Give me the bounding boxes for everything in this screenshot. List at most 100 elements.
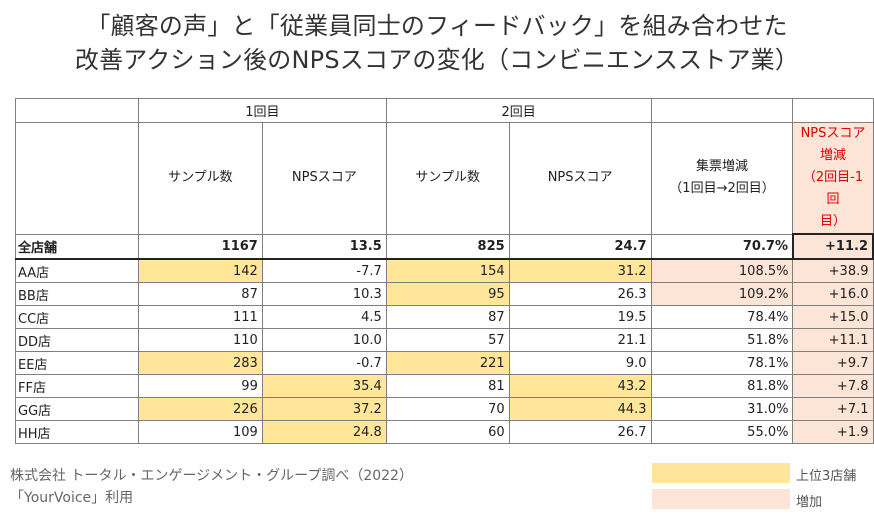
legend-increase-label: 増加: [796, 495, 823, 510]
store-cell: HH店: [15, 420, 139, 444]
sample1-cell: 142: [137, 258, 263, 283]
sample2-cell: 221: [385, 351, 510, 375]
sample1-cell: 111: [137, 305, 263, 329]
sample1-cell: 110: [137, 328, 263, 352]
nps2-cell: 26.7: [508, 420, 652, 444]
growth-cell: 55.0%: [650, 420, 794, 444]
growth-cell: 78.1%: [650, 351, 794, 375]
chart-title-line1: 「顧客の声」と「従業員同士のフィードバック」を組み合わせた: [86, 12, 788, 40]
nps2-cell: 43.2: [508, 374, 652, 398]
growth-group-cell: [650, 98, 794, 123]
total-store-cell: 全店舗: [15, 233, 139, 260]
store-cell: EE店: [15, 351, 139, 375]
npsdiff-cell: +16.0: [792, 282, 874, 306]
npsdiff-cell: +7.8: [792, 374, 874, 398]
nps1-cell: 24.8: [261, 420, 387, 444]
growth-cell: 109.2%: [650, 282, 794, 306]
sample1-header: サンプル数: [137, 122, 263, 235]
sample2-cell: 60: [385, 420, 510, 444]
growth-header-line2: （1回目→2回目）: [669, 181, 775, 197]
npsdiff-header-line2: 増減: [819, 148, 846, 163]
table-row: EE店 283 -0.7 221 9.0 78.1% +9.7: [15, 351, 874, 375]
growth-cell: 51.8%: [650, 328, 794, 352]
store-cell: AA店: [15, 258, 139, 283]
nps1-cell: 10.3: [261, 282, 387, 306]
nps1-header: NPSスコア: [261, 122, 387, 235]
table-row: GG店 226 37.2 70 44.3 31.0% +7.1: [15, 397, 874, 421]
nps2-cell: 26.3: [508, 282, 652, 306]
sample2-cell: 154: [385, 258, 510, 283]
nps1-cell: 35.4: [261, 374, 387, 398]
sample1-cell: 283: [137, 351, 263, 375]
nps1-cell: -7.7: [261, 258, 387, 283]
total-npsdiff-cell: +11.2: [791, 233, 874, 260]
growth-cell: 78.4%: [650, 305, 794, 329]
sample2-cell: 81: [385, 374, 510, 398]
npsdiff-cell: +15.0: [792, 305, 874, 329]
table-row: FF店 99 35.4 81 43.2 81.8% +7.8: [15, 374, 874, 398]
npsdiff-cell: +7.1: [792, 397, 874, 421]
sample2-cell: 87: [385, 305, 510, 329]
sample1-cell: 87: [137, 282, 263, 306]
total-row: 全店舗 1167 13.5 825 24.7 70.7% +11.2: [15, 233, 874, 260]
legend-top3-label: 上位3店舗: [796, 469, 857, 484]
nps1-cell: -0.7: [261, 351, 387, 375]
table-row: HH店 109 24.8 60 26.7 55.0% +1.9: [15, 420, 874, 444]
total-sample1-cell: 1167: [137, 233, 263, 260]
sample2-header: サンプル数: [385, 122, 510, 235]
nps2-cell: 44.3: [508, 397, 652, 421]
store-cell: FF店: [15, 374, 139, 398]
store-rows: AA店 142 -7.7 154 31.2 108.5% +38.9 BB店 87 10.3 95 2…: [15, 258, 874, 444]
nps1-cell: 4.5: [261, 305, 387, 329]
legend-increase-swatch: [652, 489, 790, 509]
round2-header: 2回目: [385, 98, 652, 123]
total-sample2-cell: 825: [385, 233, 510, 260]
table-row: AA店 142 -7.7 154 31.2 108.5% +38.9: [15, 258, 874, 283]
nps2-header: NPSスコア: [508, 122, 652, 235]
nps2-cell: 19.5: [508, 305, 652, 329]
round1-header: 1回目: [137, 98, 387, 123]
sample2-cell: 57: [385, 328, 510, 352]
legend-top3-swatch: [652, 463, 790, 483]
growth-header-line1: 集票増減: [696, 159, 749, 175]
nps2-cell: 9.0: [508, 351, 652, 375]
nps2-cell: 21.1: [508, 328, 652, 352]
chart-title-line2: 改善アクション後のNPSスコアの変化（コンビニエンスストア業）: [74, 46, 800, 74]
growth-cell: 81.8%: [650, 374, 794, 398]
sample2-cell: 70: [385, 397, 510, 421]
growth-cell: 108.5%: [650, 258, 794, 283]
npsdiff-cell: +1.9: [792, 420, 874, 444]
store-cell: GG店: [15, 397, 139, 421]
nps1-cell: 37.2: [261, 397, 387, 421]
npsdiff-cell: +11.1: [792, 328, 874, 352]
group-header-row: 1回目 2回目: [15, 98, 874, 123]
nps2-cell: 31.2: [508, 258, 652, 283]
store-cell: CC店: [15, 305, 139, 329]
sample1-cell: 99: [137, 374, 263, 398]
sample1-cell: 226: [137, 397, 263, 421]
sample2-cell: 95: [385, 282, 510, 306]
corner-cell: [15, 98, 139, 123]
nps1-cell: 10.0: [261, 328, 387, 352]
total-nps1-cell: 13.5: [261, 233, 387, 260]
tool-note: 「YourVoice」利用: [10, 490, 134, 506]
source-note: 株式会社 トータル・エンゲージメント・グループ調べ（2022）: [10, 468, 413, 484]
npsdiff-cell: +38.9: [792, 258, 874, 283]
total-nps2-cell: 24.7: [508, 233, 652, 260]
column-header-row: サンプル数 NPSスコア サンプル数 NPSスコア 集票増減 （1回目→2回目）…: [15, 122, 874, 235]
table-row: CC店 111 4.5 87 19.5 78.4% +15.0: [15, 305, 874, 329]
npsdiff-header-line4: 目）: [819, 214, 846, 229]
store-cell: DD店: [15, 328, 139, 352]
sample1-cell: 109: [137, 420, 263, 444]
npsdiff-group-cell: [792, 98, 874, 123]
table-row: BB店 87 10.3 95 26.3 109.2% +16.0: [15, 282, 874, 306]
npsdiff-header-line1: NPSスコア: [800, 126, 866, 141]
growth-cell: 31.0%: [650, 397, 794, 421]
store-cell: BB店: [15, 282, 139, 306]
store-header-cell: [15, 122, 139, 235]
npsdiff-cell: +9.7: [792, 351, 874, 375]
nps-table: 1回目 2回目 サンプル数 NPSスコア サンプル数 NPSスコア 集票増減 （…: [15, 98, 874, 444]
npsdiff-header: NPSスコア 増減 （2回目-1回 目）: [792, 122, 874, 235]
total-growth-cell: 70.7%: [650, 233, 794, 260]
growth-header: 集票増減 （1回目→2回目）: [650, 122, 794, 235]
